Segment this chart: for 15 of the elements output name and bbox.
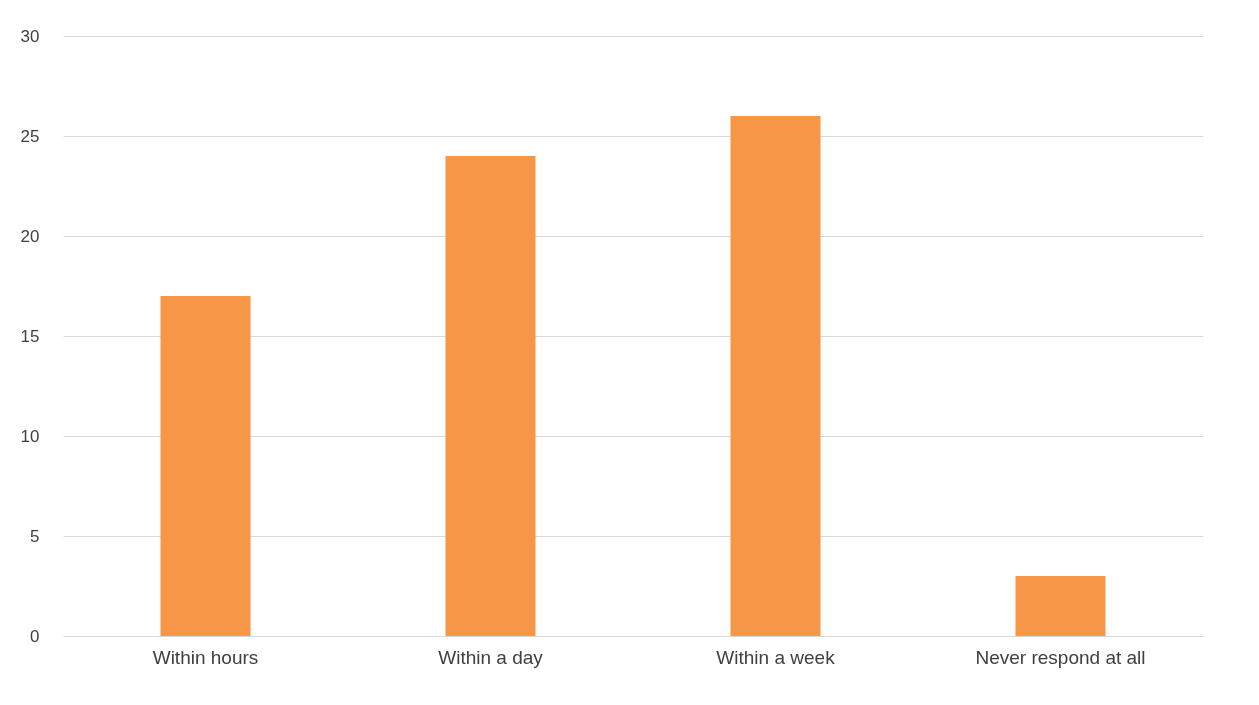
y-tick-label: 5 <box>30 526 40 546</box>
bar <box>730 116 821 636</box>
x-tick-label: Within hours <box>152 646 259 668</box>
y-tick-label: 10 <box>20 426 40 446</box>
y-tick-label: 30 <box>20 26 40 46</box>
bar <box>1015 576 1106 636</box>
y-tick-label: 25 <box>20 126 40 146</box>
y-tick-label: 15 <box>20 326 40 346</box>
x-tick-label: Within a day <box>438 646 544 668</box>
y-tick-label: 0 <box>30 626 40 646</box>
y-tick-label: 20 <box>20 226 40 246</box>
x-tick-label: Within a week <box>716 646 836 668</box>
x-tick-label: Never respond at all <box>975 646 1146 668</box>
bar <box>445 156 536 636</box>
bar <box>160 296 251 636</box>
